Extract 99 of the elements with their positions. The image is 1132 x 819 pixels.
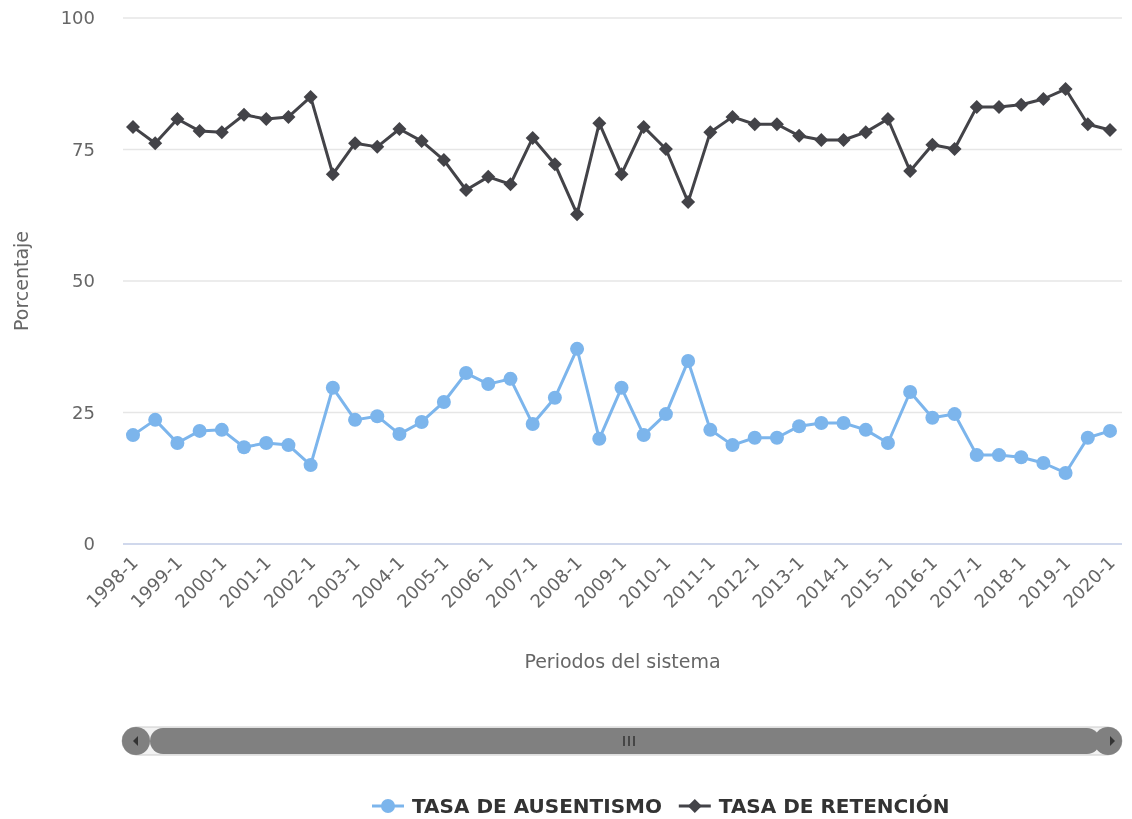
legend-label: TASA DE AUSENTISMO <box>412 794 662 818</box>
x-axis-title: Periodos del sistema <box>524 650 721 672</box>
point <box>769 430 784 445</box>
y-tick-label: 75 <box>72 138 95 160</box>
point <box>459 366 474 381</box>
point <box>747 430 762 445</box>
point <box>525 417 540 432</box>
point <box>1103 123 1117 138</box>
point <box>614 380 629 395</box>
point <box>126 119 140 134</box>
point <box>947 141 962 156</box>
point <box>192 423 207 438</box>
point <box>303 89 318 104</box>
point <box>192 124 207 139</box>
point <box>570 207 585 222</box>
point <box>414 414 429 429</box>
point <box>681 353 696 368</box>
point <box>858 422 873 437</box>
point <box>170 111 185 126</box>
y-tick-label: 0 <box>83 533 95 555</box>
point <box>658 407 673 422</box>
point <box>969 99 984 114</box>
point <box>925 137 940 152</box>
point <box>1103 423 1117 438</box>
point <box>459 183 474 197</box>
point <box>1080 430 1095 445</box>
point <box>858 125 873 140</box>
point <box>370 139 385 154</box>
point <box>126 428 140 443</box>
point <box>703 422 718 437</box>
point <box>1014 97 1029 112</box>
point <box>481 377 496 392</box>
point <box>1014 450 1029 465</box>
point <box>170 436 185 451</box>
point <box>281 109 296 124</box>
point <box>725 109 740 124</box>
point <box>414 134 429 149</box>
point <box>903 164 918 179</box>
point <box>703 125 718 140</box>
point <box>503 177 518 192</box>
point <box>969 448 984 463</box>
point <box>947 407 962 422</box>
point <box>1080 117 1095 132</box>
point <box>370 409 385 424</box>
point <box>392 427 407 442</box>
point <box>769 117 784 132</box>
point <box>325 380 340 395</box>
point <box>836 133 851 148</box>
point <box>436 153 451 168</box>
point <box>392 121 407 136</box>
point <box>880 111 895 126</box>
point <box>1058 465 1073 480</box>
point <box>792 128 807 143</box>
y-tick-label: 25 <box>72 401 95 423</box>
legend-label: TASA DE RETENCIÓN <box>718 794 950 818</box>
point <box>880 436 895 451</box>
point <box>259 436 274 451</box>
point <box>747 117 762 132</box>
point <box>303 458 318 473</box>
y-tick-label: 50 <box>72 270 95 292</box>
point <box>903 384 918 399</box>
point <box>814 133 829 148</box>
point <box>681 195 696 210</box>
point <box>792 419 807 434</box>
point <box>1036 92 1051 106</box>
point <box>237 107 252 122</box>
point <box>148 136 163 151</box>
point <box>547 390 562 405</box>
point <box>325 167 340 182</box>
point <box>991 99 1006 114</box>
point <box>925 410 940 425</box>
point <box>614 167 629 182</box>
point <box>525 130 540 145</box>
point <box>481 169 496 184</box>
point <box>1036 456 1051 470</box>
point <box>214 422 229 437</box>
y-axis-title: Porcentaje <box>10 230 32 332</box>
point <box>814 416 829 431</box>
point <box>592 116 607 131</box>
point <box>259 111 274 126</box>
point <box>836 416 851 431</box>
point <box>503 371 518 386</box>
point <box>658 141 673 156</box>
point <box>991 448 1006 463</box>
point <box>725 438 740 453</box>
point <box>636 119 651 134</box>
point <box>214 125 229 140</box>
point <box>547 157 562 172</box>
point <box>148 412 163 427</box>
point <box>570 341 585 356</box>
point <box>348 136 363 151</box>
point <box>348 412 363 427</box>
point <box>636 428 651 443</box>
point <box>237 440 252 455</box>
point <box>281 438 296 453</box>
point <box>436 394 451 409</box>
point <box>592 431 607 446</box>
point <box>1058 82 1073 97</box>
y-tick-label: 100 <box>60 7 95 29</box>
